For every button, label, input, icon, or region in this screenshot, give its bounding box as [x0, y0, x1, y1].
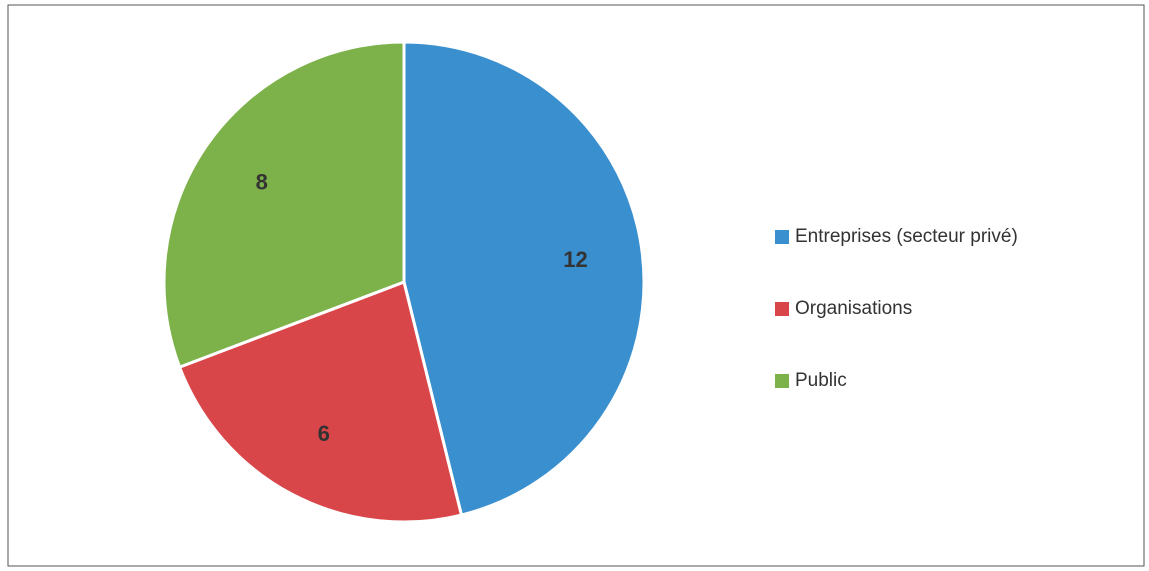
legend-label: Organisations: [795, 298, 912, 319]
legend-swatch: [775, 302, 789, 316]
legend-swatch: [775, 374, 789, 388]
legend-swatch: [775, 230, 789, 244]
data-label: 8: [256, 170, 268, 195]
data-label: 6: [318, 421, 330, 446]
pie-slice: [162, 40, 406, 370]
legend-label: Entreprises (secteur privé): [795, 226, 1018, 247]
legend-label: Public: [795, 370, 847, 391]
data-label: 12: [563, 247, 587, 272]
pie-slice: [402, 40, 646, 517]
